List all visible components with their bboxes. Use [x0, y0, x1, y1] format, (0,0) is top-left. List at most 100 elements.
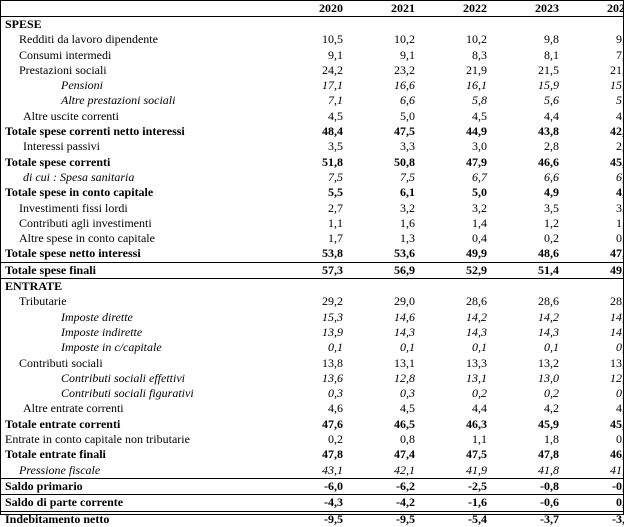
row-value: -4,2 [345, 494, 417, 511]
section-title-entrate: ENTRATE [1, 278, 273, 295]
table-row: Investimenti fissi lordi 2,7 3,2 3,2 3,5 3,2 [1, 201, 624, 216]
row-value: 44,9 [417, 124, 489, 139]
row-value: 13,8 [273, 356, 345, 371]
row-label: Consumi intermedi [19, 47, 112, 62]
row-value: 1,1 [417, 432, 489, 447]
row-value-text: 1,1 [472, 432, 487, 447]
row-value: 48,6 [489, 246, 561, 262]
row-value-text: -4,2 [396, 495, 415, 510]
row-value-text: 0,1 [544, 340, 559, 355]
row-value: 3,0 [417, 139, 489, 154]
row-value: -0,8 [561, 477, 624, 495]
row-value: 41,6 [561, 463, 624, 479]
row-value-text: 28,6 [538, 294, 559, 309]
row-value: 6,1 [345, 185, 417, 200]
row-value: 1,0 [561, 216, 624, 231]
row-value: 49,7 [561, 261, 624, 279]
year-header: 2024 [607, 1, 624, 15]
row-value: 42,1 [345, 463, 417, 479]
row-value-text: 5,6 [544, 93, 559, 108]
row-value-text: 7,8 [616, 47, 624, 62]
row-value: 48,4 [273, 124, 345, 139]
row-value-text: 4,5 [400, 401, 415, 416]
row-value-text: 1,6 [400, 215, 415, 230]
row-value-text: 13,9 [322, 324, 343, 339]
row-value: 47,8 [489, 447, 561, 462]
table-row: Imposte indirette 13,9 14,3 14,3 14,3 14,2 [1, 325, 624, 340]
row-value: 0,8 [345, 432, 417, 447]
row-value: 42,7 [561, 124, 624, 139]
row-value: 0,2 [273, 432, 345, 447]
row-value-text: 14,3 [394, 324, 415, 339]
row-value: 14,3 [417, 325, 489, 340]
row-value: 28,6 [417, 294, 489, 309]
row-value: 1,6 [345, 216, 417, 231]
row-value: 0,2 [489, 386, 561, 401]
row-value-text: 3,2 [472, 200, 487, 215]
row-value: 51,8 [273, 155, 345, 170]
row-value-text: 47,6 [322, 416, 343, 431]
row-value: 46,5 [345, 417, 417, 432]
row-value: -6,2 [345, 477, 417, 495]
row-value: 5,5 [273, 185, 345, 200]
row-value-text: 6,1 [400, 185, 415, 200]
table-row: Entrate in conto capitale non tributarie… [1, 432, 624, 447]
row-value-text: 47,9 [466, 154, 487, 169]
row-value-text: -9,5 [396, 511, 415, 526]
row-value-text: 53,8 [322, 246, 343, 261]
row-value: 5,4 [561, 93, 624, 108]
row-label: Totale spese finali [1, 261, 273, 279]
row-value: 0,1 [561, 340, 624, 355]
row-value-text: 56,9 [394, 262, 415, 277]
row-value: 3,5 [273, 139, 345, 154]
row-value-text: 0,2 [616, 386, 624, 401]
row-value-text: 14,3 [466, 324, 487, 339]
row-value-text: 0,2 [544, 386, 559, 401]
row-value: 47,9 [417, 155, 489, 170]
row-value-text: 0,7 [616, 432, 624, 447]
row-value-text: 13,8 [322, 355, 343, 370]
row-value: 47,1 [561, 246, 624, 262]
row-label: Imposte in c/capitale [61, 340, 162, 355]
row-value-text: 5,4 [616, 93, 624, 108]
row-value: 3,2 [417, 201, 489, 216]
row-label: di cui : Spesa sanitaria [23, 169, 135, 184]
row-value: 29,0 [345, 294, 417, 309]
row-value: 57,3 [273, 261, 345, 279]
row-value: 7,5 [273, 170, 345, 185]
row-value-text: 4,5 [472, 108, 487, 123]
row-value: 4,2 [561, 109, 624, 124]
row-value: 6,7 [417, 170, 489, 185]
row-value: 1,8 [489, 432, 561, 447]
row-value: -0,6 [489, 494, 561, 511]
row-value-text: 2,6 [616, 139, 624, 154]
row-value: 3,2 [561, 201, 624, 216]
row-value: 12,8 [345, 371, 417, 386]
row-value-text: -6,2 [396, 478, 415, 493]
row-value: 4,5 [345, 401, 417, 416]
row-value-text: 6,7 [472, 169, 487, 184]
row-value: 0,7 [561, 432, 624, 447]
year-header: 2022 [463, 1, 487, 15]
row-label: Totale spese netto interessi [5, 246, 141, 261]
row-value-text: 7,1 [328, 93, 343, 108]
row-value: 6,3 [561, 170, 624, 185]
row-value-text: 0,3 [328, 386, 343, 401]
row-value-text: 57,3 [322, 262, 343, 277]
row-value: 52,9 [417, 261, 489, 279]
row-value-text: 47,8 [538, 447, 559, 462]
row-value: 13,0 [489, 371, 561, 386]
row-value-text: 13,2 [538, 355, 559, 370]
row-value-text: 5,0 [472, 185, 487, 200]
row-value-text: 10,2 [466, 32, 487, 47]
row-value-text: 17,1 [322, 78, 343, 93]
row-value-text: 3,5 [544, 200, 559, 215]
row-value-text: 1,3 [400, 231, 415, 246]
row-value: 14,6 [345, 310, 417, 325]
row-value-text: 0,3 [616, 495, 624, 510]
row-label: Totale spese correnti netto interessi [5, 124, 185, 139]
row-value: 50,8 [345, 155, 417, 170]
table-row: Redditi da lavoro dipendente 10,5 10,2 10,2… [1, 32, 624, 47]
row-value: 47,4 [345, 447, 417, 462]
